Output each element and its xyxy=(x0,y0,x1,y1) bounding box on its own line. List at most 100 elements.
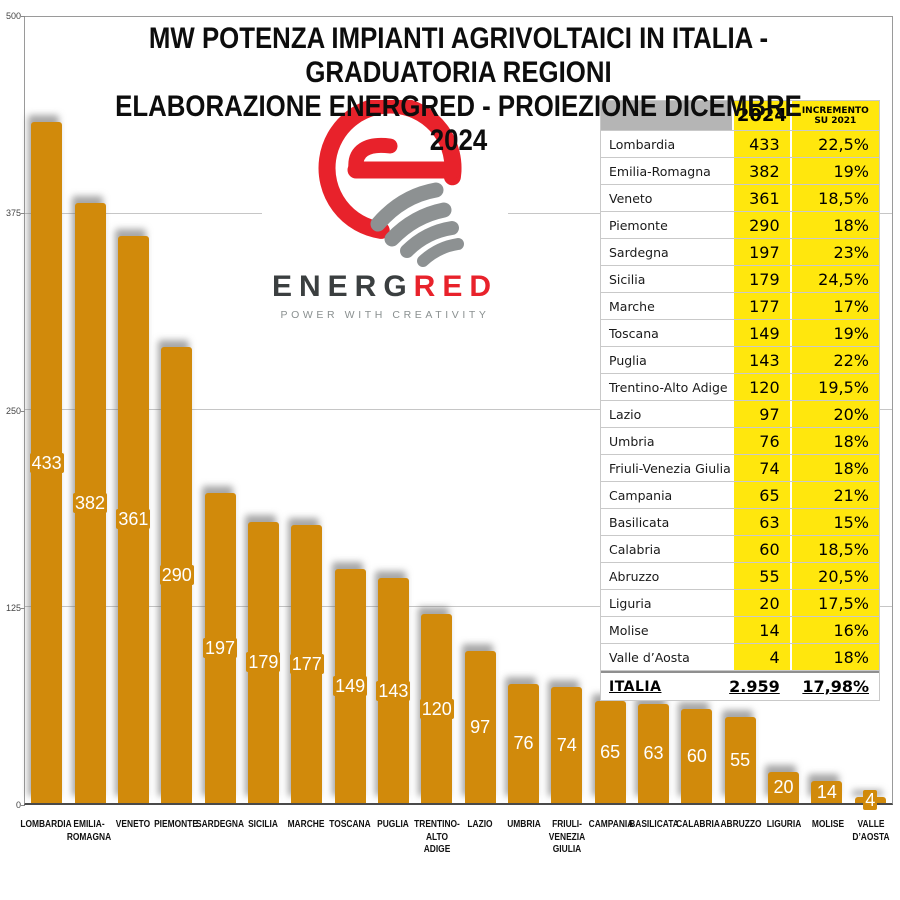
table-cell-2024: 14 xyxy=(732,617,790,643)
bar-value-label: 60 xyxy=(684,745,709,766)
x-label-slot: VENETO xyxy=(111,818,154,878)
bar: 177 xyxy=(289,524,324,803)
y-axis: 500 375 250 125 0 xyxy=(0,11,25,810)
table-cell-2024: 197 xyxy=(732,239,790,265)
x-axis-label: LIGURIA xyxy=(767,818,802,830)
table-header-row: 2024 INCREMENTO SU 2021 xyxy=(601,101,879,131)
table-cell-increment: 20% xyxy=(789,401,879,427)
wordmark-energ: ENERG xyxy=(271,270,414,303)
bar: 290 xyxy=(159,347,194,803)
table-cell-increment: 18% xyxy=(789,455,879,481)
table-cell-region: Basilicata xyxy=(601,509,732,535)
table-cell-increment: 22% xyxy=(789,347,879,373)
table-row: Emilia-Romagna 382 19% xyxy=(601,158,879,185)
x-label-slot: TRENTINO- ALTO ADIGE xyxy=(414,818,460,878)
bar-slot: 382 xyxy=(68,17,111,803)
table-cell-2024: 120 xyxy=(732,374,790,400)
bar-value-label: 143 xyxy=(376,680,411,701)
x-label-slot: PUGLIA xyxy=(372,818,415,878)
x-axis-label: MOLISE xyxy=(811,818,844,830)
bar: 97 xyxy=(464,650,496,803)
bar-value-label: 149 xyxy=(333,675,368,696)
bar-slot: 55 xyxy=(719,17,762,803)
table-cell-region: Toscana xyxy=(601,320,732,346)
table-row: Sicilia 179 24,5% xyxy=(601,266,879,293)
bar-value-label: 97 xyxy=(468,716,493,737)
table-cell-increment: 24,5% xyxy=(789,266,879,292)
table-cell-2024: 179 xyxy=(732,266,790,292)
chart-title-line2: ELABORAZIONE ENERGRED - PROIEZIONE DICEM… xyxy=(115,90,802,157)
bar-slot: 290 xyxy=(155,17,198,803)
bar-series: 433 382 361 290 197 179 177 149 143 120 97 76 74 65 63… xyxy=(25,17,892,810)
bar-slot: 149 xyxy=(328,17,371,803)
x-label-slot: CAMPANIA xyxy=(588,818,633,878)
y-axis-tick-label: 375 xyxy=(0,208,25,219)
bar: 65 xyxy=(594,700,626,803)
table-cell-2024: 149 xyxy=(732,320,790,346)
table-total-increment: 17,98% xyxy=(789,673,879,700)
table-cell-region: Emilia-Romagna xyxy=(601,158,732,184)
bar-value-label: 20 xyxy=(771,777,796,798)
table-cell-2024: 63 xyxy=(732,509,790,535)
table-cell-2024: 74 xyxy=(732,455,790,481)
x-axis-label: PIEMONTE xyxy=(154,818,199,830)
bar-value-label: 74 xyxy=(554,734,579,755)
bar-value-label: 76 xyxy=(511,733,536,754)
x-axis-label: UMBRIA xyxy=(506,818,541,830)
table-cell-2024: 361 xyxy=(732,185,790,211)
table-cell-region: Sardegna xyxy=(601,239,732,265)
bar-slot: 433 xyxy=(25,17,68,803)
x-label-slot: ABRUZZO xyxy=(719,818,762,878)
x-axis-label: MARCHE xyxy=(288,818,325,830)
bar: 20 xyxy=(768,771,800,803)
table-cell-2024: 97 xyxy=(732,401,790,427)
table-cell-region: Marche xyxy=(601,293,732,319)
table-cell-increment: 18,5% xyxy=(789,536,879,562)
table-row: Trentino-Alto Adige 120 19,5% xyxy=(601,374,879,401)
bar-slot: 197 xyxy=(198,17,241,803)
table-cell-region: Sicilia xyxy=(601,266,732,292)
x-label-slot: SARDEGNA xyxy=(195,818,243,878)
x-label-slot: MOLISE xyxy=(806,818,849,878)
energred-logo: ENERGRED POWER WITH CREATIVITY xyxy=(262,100,508,328)
table-cell-2024: 76 xyxy=(732,428,790,454)
table-cell-increment: 20,5% xyxy=(789,563,879,589)
table-cell-increment: 16% xyxy=(789,617,879,643)
table-cell-increment: 18% xyxy=(789,644,879,670)
x-axis-label: PUGLIA xyxy=(377,818,410,830)
table-row: Valle d’Aosta 4 18% xyxy=(601,644,879,671)
bar-slot: 63 xyxy=(632,17,675,803)
table-row: Lazio 97 20% xyxy=(601,401,879,428)
bar-value-label: 382 xyxy=(73,492,108,513)
table-cell-2024: 290 xyxy=(732,212,790,238)
bar-slot: 76 xyxy=(502,17,545,803)
table-cell-region: Veneto xyxy=(601,185,732,211)
table-row: Marche 177 17% xyxy=(601,293,879,320)
table-cell-region: Molise xyxy=(601,617,732,643)
table-row: Toscana 149 19% xyxy=(601,320,879,347)
table-cell-region: Lazio xyxy=(601,401,732,427)
table-cell-increment: 19% xyxy=(789,158,879,184)
chart-title-line1: MW POTENZA IMPIANTI AGRIVOLTAICI IN ITAL… xyxy=(148,22,769,89)
bar: 63 xyxy=(637,703,669,803)
y-axis-tick-label: 0 xyxy=(0,800,25,811)
x-axis-label: CAMPANIA xyxy=(588,818,633,830)
x-label-slot: CALABRIA xyxy=(676,818,720,878)
table-cell-2024: 55 xyxy=(732,563,790,589)
x-label-slot: LAZIO xyxy=(459,818,502,878)
x-label-slot: PIEMONTE xyxy=(154,818,199,878)
energred-tagline: POWER WITH CREATIVITY xyxy=(280,309,490,321)
table-cell-region: Calabria xyxy=(601,536,732,562)
bar: 197 xyxy=(203,493,238,803)
table-cell-2024: 382 xyxy=(732,158,790,184)
table-cell-2024: 65 xyxy=(732,482,790,508)
x-axis-label: LAZIO xyxy=(467,818,493,830)
x-axis-label: SICILIA xyxy=(248,818,278,830)
bar: 55 xyxy=(724,716,756,803)
table-row: Friuli-Venezia Giulia 74 18% xyxy=(601,455,879,482)
y-axis-tick-label: 125 xyxy=(0,603,25,614)
table-row: Campania 65 21% xyxy=(601,482,879,509)
x-label-slot: SICILIA xyxy=(241,818,284,878)
x-label-slot: BASILICATA xyxy=(629,818,679,878)
